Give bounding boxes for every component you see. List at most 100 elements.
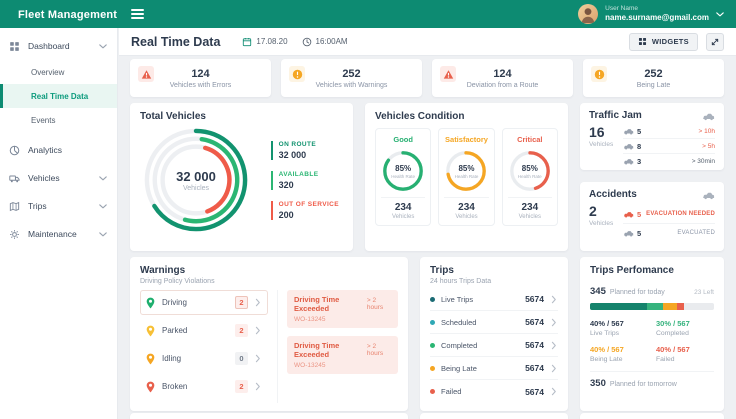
count-badge: 2 [235,324,248,337]
expand-arrows-icon [710,37,720,47]
stat-card-being-late[interactable]: 252 Being Late [583,59,724,97]
chevron-right-icon [552,318,557,326]
stat-card-vehicles-with-errors[interactable]: 124 Vehicles with Errors [130,59,271,97]
truck-icon [9,173,20,184]
traffic-jam-row: 8 > 5h [623,139,715,154]
sidebar-item-real-time-data[interactable]: Real Time Data [0,84,117,108]
chevron-down-icon [99,176,107,181]
count-badge: 2 [235,296,248,309]
card-subtitle: Driving Policy Violations [140,278,215,285]
hamburger-menu-icon[interactable] [124,4,150,24]
user-name: User Name [605,4,639,12]
condition-ring-chart: 85% Health Rate [381,149,425,193]
sidebar-item-dashboard[interactable]: Dashboard [0,32,117,60]
chevron-right-icon [552,364,557,372]
map-pin-icon [146,297,155,309]
card-title: Vehicles Condition [375,111,465,122]
car-icon [702,190,715,200]
total-vehicles-card: Total Vehicles 32 000 V [130,103,353,251]
map-pin-icon [146,325,155,337]
condition-ring-chart: 85% Health Rate [444,149,488,193]
stat-card-deviation-from-route[interactable]: 124 Deviation from a Route [432,59,573,97]
page-header: Real Time Data 17.08.20 16:00AM WIDGETS [119,28,736,56]
widgets-button[interactable]: WIDGETS [628,32,698,51]
card-title: Traffic Jam [589,110,642,121]
stat-card-vehicles-with-warnings[interactable]: 252 Vehicles with Warnings [281,59,422,97]
chevron-right-icon [256,327,261,335]
date-picker[interactable]: 17.08.20 [242,37,288,47]
user-email: name.surname@gmail.com [605,13,709,23]
top-bar: Fleet Management User Name name.surname@… [0,0,736,28]
page-title: Real Time Data [131,34,221,49]
planned-today-value: 345 [590,286,606,297]
accidents-total: 2 Vehicles [589,203,614,227]
alert-circle-icon [289,66,305,82]
perf-stat-failed: 40% / 567 Failed [656,345,690,363]
car-icon [623,229,634,237]
trips-row-being-late[interactable]: Being Late 5674 [430,357,558,380]
time-picker[interactable]: 16:00AM [302,37,348,47]
accidents-row: 5 EVACUATION NEEDED [623,205,715,224]
card-subtitle: 24 hours Trips Data [430,278,492,285]
chevron-down-icon [99,44,107,49]
status-dot [430,296,435,302]
car-icon [623,142,634,150]
clock-icon [302,37,312,47]
sidebar-item-events[interactable]: Events [31,115,56,125]
right-column: Traffic Jam 16 Vehicles 5 > 10h [580,103,724,251]
sidebar-item-vehicles[interactable]: Vehicles [0,164,117,192]
condition-critical: Critical 85% Health Rate 234 Vehicles [501,128,558,226]
main-content: 124 Vehicles with Errors 252 Vehicles with… [118,56,736,419]
sidebar-item-trips[interactable]: Trips [0,192,117,220]
status-dot [430,365,435,371]
route-map-icon [9,201,20,212]
violation-alerts: Driving Time Exceeded > 2 hours WO-13245… [277,290,398,403]
alert-triangle-icon [138,66,154,82]
trips-left-label: 23 Left [694,289,714,296]
accidents-card: Accidents 2 Vehicles 5 EVACUATION [580,182,724,251]
chevron-right-icon [256,355,261,363]
trips-row-failed[interactable]: Failed 5674 [430,380,558,403]
card-title: Warnings [140,265,186,276]
chevron-right-icon [552,388,557,396]
status-dot [430,342,435,348]
trips-row-scheduled[interactable]: Scheduled 5674 [430,311,558,334]
user-menu[interactable]: User Name name.surname@gmail.com [578,4,736,24]
violation-row-driving[interactable]: Driving 2 [140,290,268,315]
condition-ring-chart: 85% Health Rate [508,149,552,193]
card-stub [130,413,408,419]
accidents-row: 5 EVACUATED [623,224,715,242]
chevron-right-icon [552,341,557,349]
chevron-down-icon [716,12,724,17]
traffic-jam-row: 5 > 10h [623,124,715,139]
brand-area: Fleet Management [0,5,118,23]
bar-segment-live [590,303,648,310]
violation-row-parked[interactable]: Parked 2 [140,318,268,343]
planned-tomorrow-value: 350 [590,378,606,389]
sidebar-item-overview[interactable]: Overview [31,67,65,77]
sidebar-item-maintenance[interactable]: Maintenance [0,220,117,248]
fullscreen-expand-button[interactable] [706,32,724,51]
alert-driving-time-exceeded[interactable]: Driving Time Exceeded > 2 hours WO-13245 [287,336,398,374]
violation-row-idling[interactable]: Idling 0 [140,346,268,371]
alert-driving-time-exceeded[interactable]: Driving Time Exceeded > 2 hours WO-13245 [287,290,398,328]
app-title: Fleet Management [18,9,118,21]
legend-available: AVAILABLE 320 [270,170,339,190]
sidebar-item-analytics[interactable]: Analytics [0,136,117,164]
bar-segment-completed [647,303,664,310]
chevron-down-icon [99,232,107,237]
legend-on-route: ON ROUTE 32 000 [270,140,339,160]
trips-row-live-trips[interactable]: Live Trips 5674 [430,288,558,311]
car-icon [623,210,634,218]
time-value: 16:00AM [315,37,348,46]
total-vehicles-unit: Vehicles [182,184,210,192]
car-icon [623,127,634,135]
chevron-right-icon [256,383,261,391]
donut-legend: ON ROUTE 32 000 AVAILABLE 320 OUT OF SER… [270,140,339,220]
trips-row-completed[interactable]: Completed 5674 [430,334,558,357]
card-title: Trips Perfomance [590,265,674,276]
trips-progress-bar [590,303,714,310]
violation-row-broken[interactable]: Broken 2 [140,374,268,399]
bar-segment-failed [676,303,685,310]
